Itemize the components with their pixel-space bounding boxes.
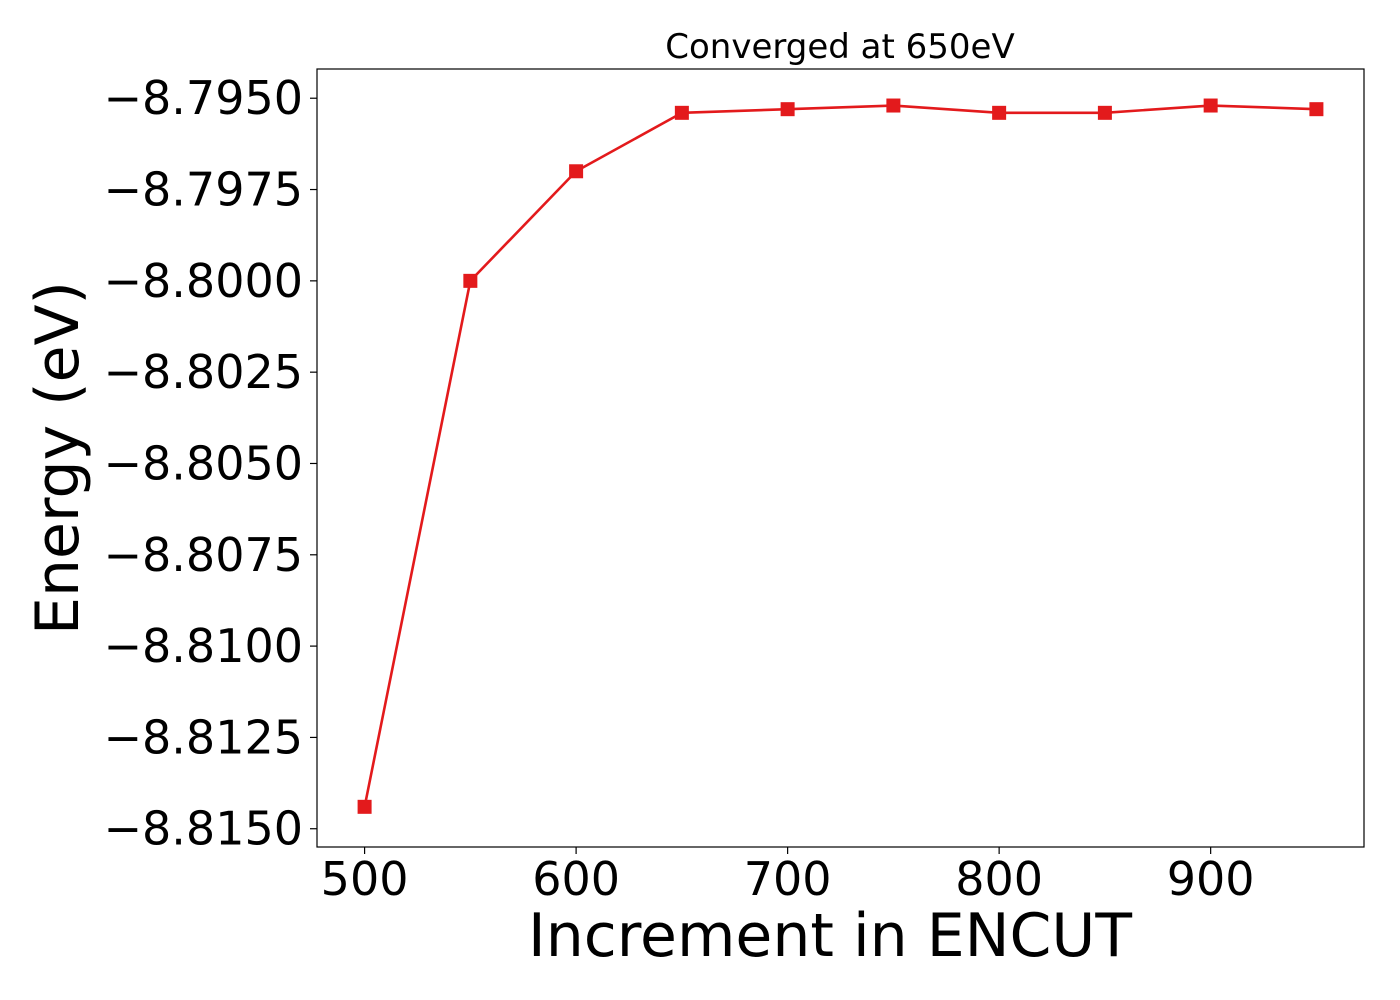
y-axis: −8.7950 −8.7975 −8.8000 −8.8025 −8.8050 −8.80… (104, 71, 317, 856)
x-tick-label: 500 (321, 852, 409, 906)
x-axis-label: Increment in ENCUT (528, 901, 1132, 971)
y-tick-label: −8.7950 (104, 71, 304, 125)
y-tick-label: −8.8150 (104, 802, 304, 856)
x-tick-label: 600 (532, 852, 620, 906)
y-tick-label: −8.7975 (104, 163, 304, 217)
data-point-marker (992, 105, 1007, 120)
series-layer (357, 98, 1324, 814)
y-tick-label: −8.8125 (104, 710, 304, 764)
y-axis-label: Energy (eV) (23, 281, 93, 635)
x-tick-label: 900 (1167, 852, 1255, 906)
data-point-marker (357, 799, 372, 814)
data-point-marker (569, 164, 584, 179)
y-tick-label: −8.8050 (104, 436, 304, 490)
y-tick-label: −8.8025 (104, 345, 304, 399)
chart-title: Converged at 650eV (665, 27, 1014, 67)
data-point-marker (674, 105, 689, 120)
x-axis: 500 600 700 800 900 (321, 847, 1255, 906)
series-line (363, 104, 1317, 808)
y-tick-label: −8.8075 (104, 528, 304, 582)
data-point-marker (1309, 102, 1324, 117)
x-tick-label: 700 (744, 852, 832, 906)
plot-frame (316, 68, 1365, 848)
data-point-marker (1203, 98, 1218, 113)
data-point-marker (886, 98, 901, 113)
data-point-marker (1097, 105, 1112, 120)
y-tick-label: −8.8000 (104, 254, 304, 308)
x-tick-label: 800 (955, 852, 1043, 906)
y-tick-label: −8.8100 (104, 619, 304, 673)
data-point-marker (780, 102, 795, 117)
data-point-marker (463, 273, 478, 288)
